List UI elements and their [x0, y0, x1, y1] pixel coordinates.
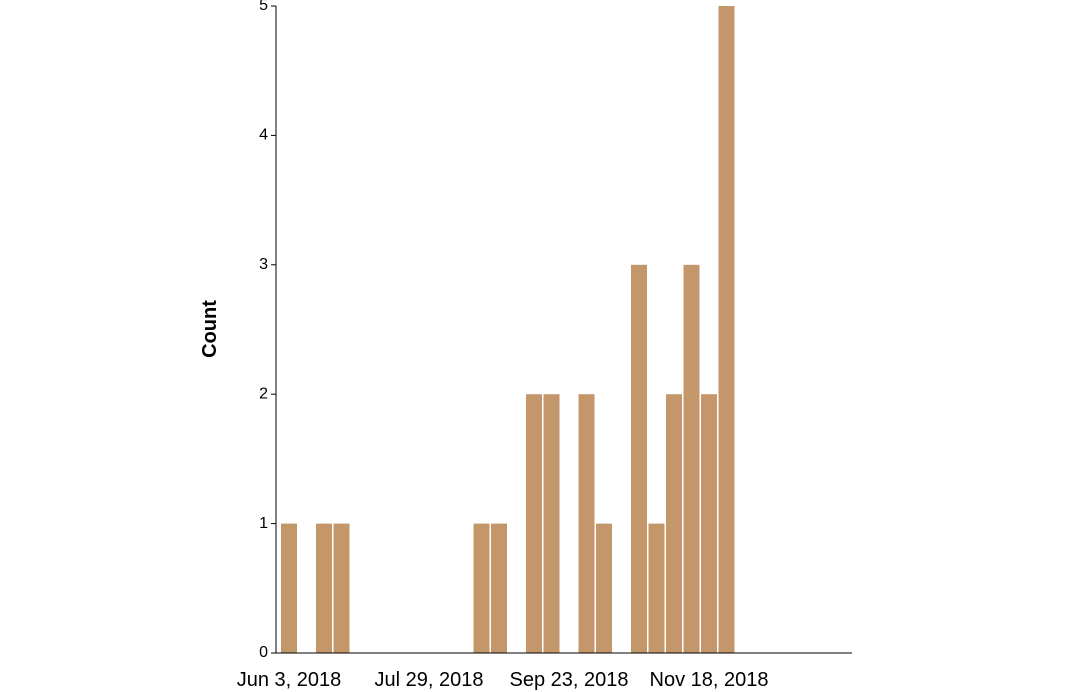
bar: [701, 394, 717, 653]
bar: [316, 523, 332, 653]
bar: [473, 523, 490, 653]
bar: [666, 394, 682, 653]
x-ticks-layer: Jun 3, 2018 Jul 29, 2018 Sep 23, 2018 Nov 1…: [237, 669, 769, 691]
bar: [578, 394, 595, 653]
y-tick-label: 0: [259, 644, 268, 661]
x-tick-label: Jun 3, 2018: [237, 669, 342, 691]
bar: [333, 523, 350, 653]
bar: [491, 523, 507, 653]
y-tick-label: 4: [259, 127, 268, 144]
bar: [631, 264, 647, 653]
x-tick-label: Jul 29, 2018: [375, 669, 484, 691]
bar: [543, 394, 560, 653]
y-tick-label: 5: [259, 0, 268, 14]
bar: [683, 264, 700, 653]
bar: [281, 523, 297, 653]
y-ticks-layer: 0 1 2 3 4 5: [259, 0, 276, 661]
bar: [648, 523, 665, 653]
y-tick-label: 1: [259, 515, 268, 532]
bars-layer: [281, 6, 735, 653]
y-tick-label: 2: [259, 385, 268, 402]
bar: [596, 523, 612, 653]
bar: [718, 6, 735, 653]
bar: [526, 394, 542, 653]
y-tick-label: 3: [259, 256, 268, 273]
y-axis-title: Count: [199, 300, 221, 358]
x-tick-label: Nov 18, 2018: [650, 669, 769, 691]
x-tick-label: Sep 23, 2018: [510, 669, 629, 691]
